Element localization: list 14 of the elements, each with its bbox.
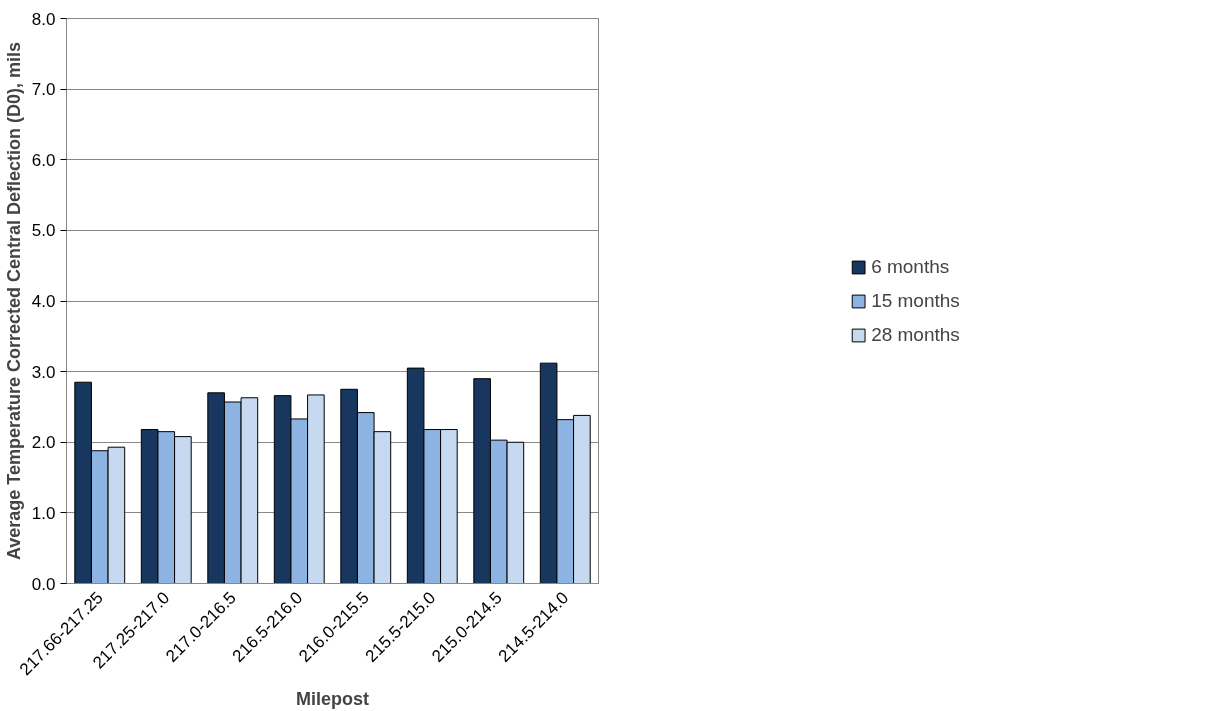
legend-label: 28 months: [871, 323, 960, 346]
y-tick-label: 0.0: [31, 574, 56, 594]
legend-label: 15 months: [871, 289, 960, 312]
y-tick-label: 6.0: [31, 150, 56, 170]
y-tick-label: 4.0: [31, 292, 56, 311]
y-tick-label: 8.0: [31, 9, 56, 29]
legend-label: 6 months: [871, 255, 950, 278]
y-tick-label: 2.0: [31, 433, 56, 453]
y-tick-label: 3.0: [31, 362, 56, 382]
y-axis-title: Average Temperature Corrected Central Deflection (D0), mils: [3, 41, 24, 561]
y-tick-label: 5.0: [31, 221, 56, 241]
y-tick-label: 1.0: [31, 503, 56, 523]
y-tick-label: 7.0: [31, 80, 56, 100]
x-axis-title: Milepost: [296, 688, 370, 709]
